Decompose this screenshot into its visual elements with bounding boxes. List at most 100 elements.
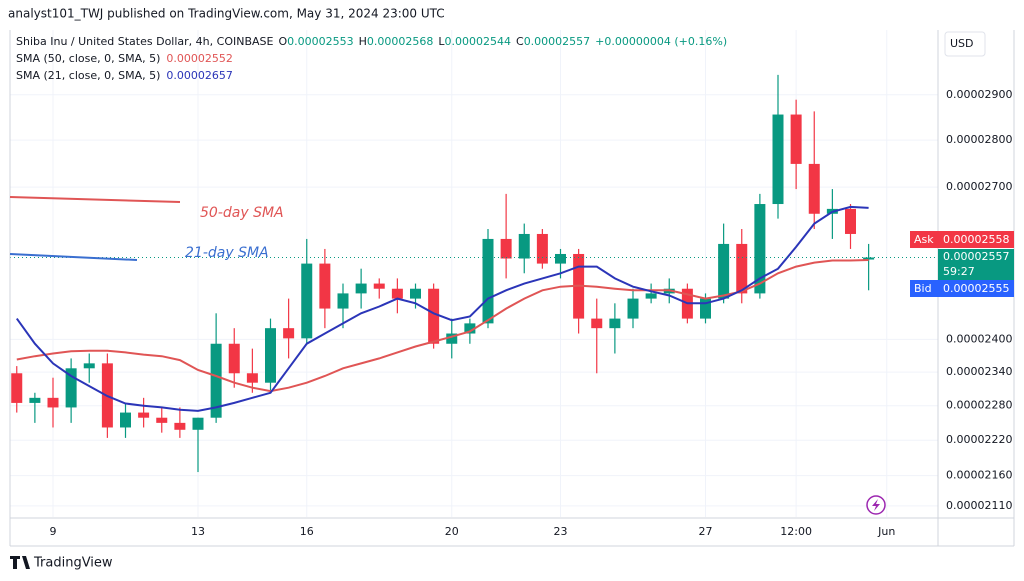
candle-body — [500, 238, 512, 259]
x-tick-label: 23 — [554, 525, 568, 538]
candle-body — [210, 343, 222, 418]
candle-body — [246, 373, 258, 383]
candle-body — [265, 328, 276, 383]
candle-body — [192, 417, 204, 430]
sma-line — [15, 205, 869, 412]
countdown: 59:27 — [943, 265, 975, 278]
x-tick-label: 9 — [50, 525, 57, 538]
field-value: 0.00002568 — [367, 35, 433, 48]
x-tick-label: 13 — [191, 525, 205, 538]
field-label: L — [438, 35, 445, 48]
candle-body — [591, 318, 603, 329]
y-tick-label: 0.00002160 — [946, 469, 1012, 482]
candle-body — [464, 323, 476, 334]
candle-body — [65, 368, 77, 408]
candle-body — [863, 257, 875, 260]
annotation-line — [9, 253, 138, 261]
legend-sma: SMA (21, close, 0, SMA, 5) 0.00002657 — [16, 69, 233, 82]
candle-body — [391, 288, 403, 299]
brand: TradingView — [33, 556, 113, 571]
field-label: C — [516, 35, 524, 48]
candle-body — [47, 397, 59, 408]
candle-body — [29, 397, 41, 403]
candle-body — [428, 288, 440, 344]
candle-body — [156, 417, 168, 423]
bid-label: Bid — [914, 282, 932, 295]
x-tick-label: 16 — [300, 525, 314, 538]
candle-body — [518, 233, 530, 259]
candle-body — [301, 263, 313, 339]
annotation: 21-day SMA — [185, 245, 269, 261]
y-tick-label: 0.00002900 — [946, 88, 1012, 101]
candle-body — [482, 238, 494, 324]
annotation: 50-day SMA — [200, 205, 284, 221]
y-tick-label: 0.00002700 — [946, 180, 1012, 193]
candle-body — [138, 412, 150, 418]
change: +0.00000004 (+0.16%) — [595, 35, 727, 48]
last-value: 0.00002557 — [943, 250, 1009, 263]
candle-body — [536, 233, 548, 264]
bid-value: 0.00002555 — [943, 282, 1009, 295]
y-tick-label: 0.00002400 — [946, 332, 1012, 345]
y-tick-label: 0.00002220 — [946, 433, 1012, 446]
field-label: O — [278, 35, 287, 48]
candle-body — [11, 373, 23, 403]
x-tick-label: 12:00 — [780, 525, 812, 538]
ask-value: 0.00002558 — [943, 233, 1009, 246]
bid-box — [938, 280, 1014, 297]
candle-body — [627, 298, 639, 319]
candle-body — [355, 283, 367, 294]
annotation-line — [9, 196, 181, 203]
x-tick-label: Jun — [877, 525, 895, 538]
candle-body — [228, 343, 240, 374]
candle-body — [174, 422, 186, 430]
legend-value: 0.00002657 — [166, 69, 232, 82]
candle-body — [718, 243, 730, 299]
candle-body — [555, 253, 566, 264]
field-value: 0.00002557 — [524, 35, 590, 48]
last-box — [938, 249, 1014, 280]
candle-body — [83, 363, 95, 369]
x-tick-label: 20 — [445, 525, 459, 538]
symbol: Shiba Inu / United States Dollar, 4h, CO… — [16, 35, 273, 48]
alert-icon — [872, 499, 880, 511]
candle-body — [700, 298, 711, 319]
candle-body — [319, 263, 331, 309]
y-tick-label: 0.00002340 — [946, 365, 1012, 378]
y-tick-label: 0.00002280 — [946, 399, 1012, 412]
logo — [10, 556, 30, 569]
bid-tag — [910, 280, 938, 297]
ask-box — [938, 231, 1014, 248]
legend-ohlc: Shiba Inu / United States Dollar, 4h, CO… — [16, 35, 727, 48]
candle-body — [808, 163, 820, 214]
currency[interactable]: USD — [950, 37, 974, 50]
field-value: 0.00002544 — [445, 35, 511, 48]
field-value: 0.00002553 — [287, 35, 353, 48]
candle-body — [754, 204, 766, 294]
currency-button[interactable] — [944, 31, 986, 57]
candle-body — [120, 412, 131, 428]
legend-value: 0.00002552 — [166, 52, 232, 65]
legend-entry: SMA (21, close, 0, SMA, 5) — [16, 69, 160, 82]
ask-tag — [910, 231, 938, 248]
legend-entry: SMA (50, close, 0, SMA, 5) — [16, 52, 160, 65]
legend-sma: SMA (50, close, 0, SMA, 5) 0.00002552 — [16, 52, 233, 65]
candle-body — [283, 328, 295, 339]
y-tick-label: 0.00002800 — [946, 133, 1012, 146]
candle-body — [645, 293, 657, 299]
field-label: H — [359, 35, 367, 48]
candle-body — [609, 318, 621, 329]
candle-body — [790, 114, 802, 164]
x-tick-label: 27 — [699, 525, 713, 538]
candle-body — [373, 283, 385, 289]
candle-body — [772, 114, 784, 205]
published-line: analyst101_TWJ published on TradingView.… — [8, 7, 445, 21]
candle-body — [446, 333, 458, 344]
plot-area — [10, 30, 938, 517]
sma-line — [16, 259, 869, 393]
candle-body — [845, 208, 856, 234]
candle-body — [736, 243, 748, 294]
